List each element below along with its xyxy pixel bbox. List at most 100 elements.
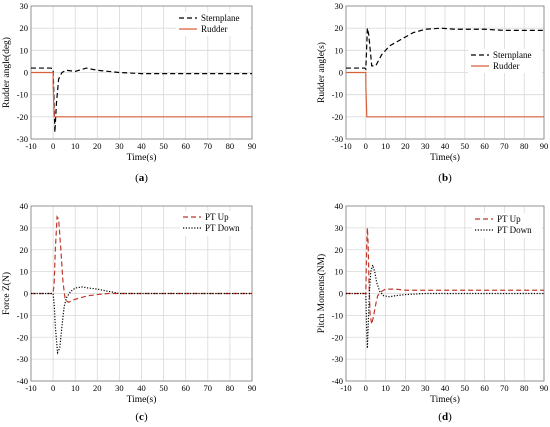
chart-b-xtick-label-8: 70 [500, 141, 509, 151]
chart-d-ytick-label-6: 20 [335, 245, 344, 255]
chart-c-xtick-label-3: 20 [93, 383, 102, 393]
chart-d-ytick-label-8: 40 [335, 201, 344, 211]
chart-a-ytick-label-4: 10 [20, 45, 29, 55]
chart-b-xtick-label-0: -10 [340, 141, 351, 151]
chart-a-x-axis-label: Time(s) [127, 152, 157, 163]
chart-b-legend-box [468, 49, 542, 73]
chart-a-legend-label-0: Sternplane [201, 13, 240, 23]
chart-b-ytick-label-2: -10 [332, 90, 343, 100]
chart-a-panel-caption: (a) [135, 172, 148, 184]
chart-c-xtick-label-0: -10 [25, 383, 36, 393]
chart-d-xtick-label-2: 10 [381, 383, 390, 393]
chart-b-panel-caption: (b) [438, 172, 452, 184]
chart-a-xtick-label-2: 10 [71, 141, 80, 151]
chart-c-y-axis-label: Force Z(N) [1, 272, 12, 315]
chart-c: -40 -30 -20 -10 0 10 20 30 40 -10 0 10 20 30 40 50 60 70 8… [1, 201, 256, 423]
chart-a-xtick-label-0: -10 [25, 141, 36, 151]
chart-c-panel-caption: (c) [135, 411, 148, 423]
chart-a-xtick-label-3: 20 [93, 141, 102, 151]
chart-d-xtick-label-3: 20 [401, 383, 410, 393]
chart-d-ytick-label-5: 10 [335, 267, 344, 277]
chart-b: -30 -20 -10 0 10 20 30 -10 0 10 20 30 40 50 60 70 80 90 Ti… [316, 1, 548, 184]
chart-c-legend-label-0: PT Up [205, 212, 229, 222]
chart-a-ytick-label-0: -30 [17, 134, 28, 144]
chart-d-xtick-label-5: 40 [441, 383, 450, 393]
chart-c-ytick-label-3: -10 [17, 310, 28, 320]
chart-d-xtick-label-9: 80 [520, 383, 529, 393]
chart-d-ytick-label-4: 0 [339, 289, 343, 299]
chart-c-panel-letter: c [139, 411, 144, 423]
chart-a-ytick-label-5: 20 [20, 23, 29, 33]
chart-a-ytick-label-6: 30 [20, 1, 29, 11]
chart-a-y-axis-label: Rudder angle(deg) [1, 37, 12, 108]
chart-d-ytick-label-1: -30 [332, 354, 343, 364]
chart-a-xtick-label-8: 70 [204, 141, 213, 151]
chart-c-ytick-label-0: -40 [17, 376, 28, 386]
chart-c-ytick-label-2: -20 [17, 332, 28, 342]
chart-d-panel-letter: d [442, 411, 448, 423]
chart-c-xtick-label-2: 10 [71, 383, 80, 393]
chart-b-ytick-label-3: 0 [339, 68, 343, 78]
chart-a-ytick-label-1: -20 [17, 112, 28, 122]
chart-b-ytick-label-0: -30 [332, 134, 343, 144]
chart-c-ytick-label-6: 20 [20, 245, 29, 255]
chart-c-xtick-label-4: 30 [115, 383, 124, 393]
chart-b-xtick-label-5: 40 [441, 141, 450, 151]
chart-b-legend-label-1: Rudder [493, 61, 520, 71]
chart-d: -40 -30 -20 -10 0 10 20 30 40 -10 0 10 20 30 40 50 60 70 8… [316, 201, 548, 423]
chart-b-xtick-label-7: 60 [480, 141, 489, 151]
chart-c-ytick-label-5: 10 [20, 267, 29, 277]
chart-d-series-pt-up-line [346, 227, 544, 325]
chart-d-legend-label-1: PT Down [497, 225, 532, 235]
chart-d-xtick-label-0: -10 [340, 383, 351, 393]
chart-d-xtick-label-6: 50 [461, 383, 470, 393]
chart-b-xtick-label-4: 30 [421, 141, 430, 151]
chart-b-legend-label-0: Sternplane [493, 50, 532, 60]
chart-d-xtick-label-10: 90 [540, 383, 549, 393]
chart-c-xtick-label-6: 50 [159, 383, 168, 393]
chart-a-xtick-label-9: 80 [226, 141, 235, 151]
chart-c-series-pt-down-line [31, 286, 252, 355]
chart-b-ytick-label-6: 30 [335, 1, 344, 11]
chart-c-xtick-label-10: 90 [248, 383, 257, 393]
chart-d-panel-caption: (d) [438, 411, 452, 423]
chart-b-xtick-label-10: 90 [540, 141, 549, 151]
chart-a-xtick-label-1: 0 [51, 141, 55, 151]
chart-d-ytick-label-2: -20 [332, 332, 343, 342]
chart-a-xtick-label-10: 90 [248, 141, 257, 151]
chart-d-series-pt-down-line [346, 262, 544, 349]
chart-c-xtick-label-5: 40 [137, 383, 146, 393]
chart-d-xtick-label-7: 60 [480, 383, 489, 393]
chart-b-xtick-label-2: 10 [381, 141, 390, 151]
chart-a-xtick-label-7: 60 [181, 141, 190, 151]
chart-c-xtick-label-9: 80 [226, 383, 235, 393]
chart-d-ytick-label-3: -10 [332, 310, 343, 320]
chart-b-series-sternplane-line [346, 27, 544, 71]
chart-b-xtick-label-3: 20 [401, 141, 410, 151]
chart-d-xtick-label-1: 0 [364, 383, 368, 393]
chart-a-xtick-label-6: 50 [159, 141, 168, 151]
chart-c-ytick-label-7: 30 [20, 223, 29, 233]
chart-d-legend-label-0: PT Up [497, 214, 521, 224]
chart-d-y-axis-label: Pitch Moments(NM) [316, 254, 327, 333]
chart-b-xtick-label-6: 50 [461, 141, 470, 151]
chart-b-series-rudder-line [346, 71, 544, 118]
chart-c-xtick-label-1: 0 [51, 383, 55, 393]
chart-b-ytick-label-4: 10 [335, 45, 344, 55]
chart-a-legend-label-1: Rudder [201, 24, 228, 34]
chart-c-ytick-label-8: 40 [20, 201, 29, 211]
chart-c-xtick-label-8: 70 [204, 383, 213, 393]
chart-a-ytick-label-2: -10 [17, 90, 28, 100]
chart-b-x-axis-label: Time(s) [430, 152, 460, 163]
chart-d-x-axis-label: Time(s) [430, 394, 460, 405]
chart-a-xtick-label-4: 30 [115, 141, 124, 151]
chart-b-panel-letter: b [442, 172, 448, 184]
chart-b-xtick-label-9: 80 [520, 141, 529, 151]
chart-a-ytick-label-3: 0 [24, 68, 28, 78]
chart-b-xtick-label-1: 0 [364, 141, 368, 151]
chart-a: -30 -20 -10 0 10 20 30 -10 0 10 20 30 40 50 60 70 80 90 Ti… [1, 1, 256, 184]
